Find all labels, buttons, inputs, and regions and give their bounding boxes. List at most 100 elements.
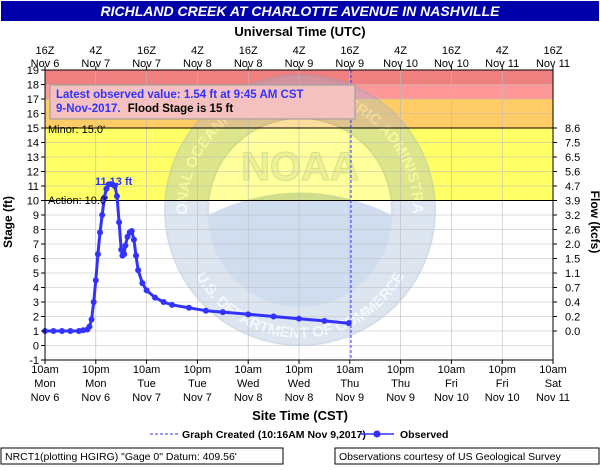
- bottom-tick-date: Nov 6: [31, 392, 60, 404]
- bottom-tick-date: Nov 9: [386, 392, 415, 404]
- y2-tick-label: 4.7: [565, 181, 580, 193]
- top-tick-time: 16Z: [544, 45, 563, 57]
- footer-left-text: NRCT1(plotting HGIRG) "Gage 0" Datum: 40…: [5, 451, 237, 463]
- legend-observed-label: Observed: [400, 429, 448, 441]
- bottom-tick-time: 10pm: [387, 364, 415, 376]
- y2-tick-label: 7.5: [565, 138, 580, 150]
- y-tick-label: 15: [27, 123, 39, 135]
- top-tick-time: 4Z: [191, 45, 204, 57]
- observed-point: [160, 299, 167, 305]
- y2-tick-label: 5.6: [565, 167, 580, 179]
- bottom-tick-weekday: Fri: [496, 378, 509, 390]
- bottom-tick-weekday: Mon: [85, 378, 106, 390]
- y-tick-label: 18: [27, 80, 39, 92]
- y-tick-label: 12: [27, 167, 39, 179]
- y-tick-label: 2: [33, 312, 39, 324]
- footer-right-text: Observations courtesy of US Geological S…: [339, 451, 562, 463]
- observed-point: [101, 194, 108, 201]
- y2-tick-label: 0.2: [565, 312, 580, 324]
- observed-point: [135, 267, 142, 274]
- chart-title: RICHLAND CREEK AT CHARLOTTE AVENUE IN NA…: [101, 3, 501, 19]
- observed-point: [130, 236, 137, 243]
- observed-point: [169, 301, 175, 308]
- latest-observed-line1: Latest observed value: 1.54 ft at 9:45 A…: [56, 89, 304, 101]
- observed-point: [88, 316, 95, 323]
- observed-point: [92, 277, 99, 284]
- bottom-tick-weekday: Thu: [340, 378, 359, 390]
- y-tick-label: 4: [33, 283, 39, 295]
- top-tick-time: 4Z: [89, 45, 102, 57]
- observed-point: [128, 227, 135, 234]
- observed-point: [118, 246, 125, 253]
- y2-tick-label: 6.5: [565, 152, 580, 164]
- y-tick-label: 1: [33, 326, 39, 338]
- bottom-tick-weekday: Wed: [237, 378, 259, 390]
- action-stage-label: Action: 10.0': [48, 195, 108, 207]
- top-tick-time: 16Z: [137, 45, 156, 57]
- watermark-seal-wave: [208, 192, 392, 307]
- observed-point: [99, 212, 106, 218]
- bottom-tick-weekday: Sat: [545, 378, 562, 390]
- observed-point: [94, 251, 101, 258]
- bottom-tick-time: 10pm: [488, 364, 516, 376]
- observed-point: [345, 320, 352, 327]
- observed-point: [121, 251, 128, 258]
- y2-tick-label: 1.1: [565, 268, 580, 280]
- observed-point: [321, 317, 328, 324]
- y2-tick-label: 2.6: [565, 225, 580, 237]
- bottom-tick-weekday: Thu: [391, 378, 410, 390]
- y2-tick-label: 1.5: [565, 254, 580, 266]
- latest-observed-flood: Flood Stage is 15 ft: [128, 103, 234, 115]
- bottom-tick-weekday: Mon: [34, 378, 55, 390]
- observed-point: [219, 309, 226, 316]
- top-tick-date: Nov 7: [81, 58, 110, 70]
- y-tick-label: 8: [33, 225, 39, 237]
- top-tick-date: Nov 11: [536, 58, 570, 70]
- y-tick-label: 13: [27, 152, 39, 164]
- bottom-tick-date: Nov 6: [81, 392, 110, 404]
- title-bar: [1, 1, 599, 21]
- top-tick-time: 4Z: [496, 45, 509, 57]
- top-tick-date: Nov 10: [434, 58, 469, 70]
- footer-right-box: [334, 447, 600, 465]
- bottom-tick-time: 10pm: [184, 364, 212, 376]
- top-tick-date: Nov 6: [31, 58, 60, 70]
- observed-point: [111, 183, 118, 189]
- y2-tick-label: 3.9: [565, 196, 580, 208]
- latest-observed-box: [49, 84, 356, 120]
- y-tick-label: 16: [27, 109, 39, 121]
- bottom-tick-time: 10am: [234, 364, 262, 376]
- top-tick-time: 16Z: [36, 45, 55, 57]
- y2-tick-label: 2.0: [565, 239, 580, 251]
- bottom-tick-time: 10am: [336, 364, 364, 376]
- top-axis-title: Universal Time (UTC): [234, 24, 365, 39]
- peak-label: 11.13 ft: [95, 176, 133, 188]
- y2-tick-label: 0.7: [565, 283, 580, 295]
- bottom-tick-time: 10am: [539, 364, 567, 376]
- observed-point: [67, 328, 74, 334]
- bottom-tick-weekday: Fri: [445, 378, 458, 390]
- top-tick-date: Nov 9: [285, 58, 314, 70]
- top-tick-time: 16Z: [340, 45, 359, 57]
- y2-tick-label: 3.2: [565, 210, 580, 222]
- y-tick-label: 11: [28, 181, 39, 193]
- bottom-tick-time: 10am: [438, 364, 466, 376]
- y-tick-label: -1: [29, 355, 39, 367]
- bottom-tick-weekday: Tue: [188, 378, 207, 390]
- observed-point: [86, 323, 93, 330]
- bottom-tick-date: Nov 11: [536, 392, 570, 404]
- observed-point: [152, 294, 159, 301]
- observed-point: [113, 193, 120, 200]
- y-tick-label: 17: [27, 94, 39, 106]
- observed-point: [245, 311, 252, 318]
- observed-point: [133, 252, 140, 259]
- bottom-tick-date: Nov 10: [485, 392, 520, 404]
- y-tick-label: 5: [33, 268, 39, 280]
- top-tick-date: Nov 10: [383, 58, 418, 70]
- y-tick-label: 14: [27, 138, 39, 150]
- y-tick-label: 9: [33, 210, 39, 222]
- top-tick-date: Nov 8: [183, 58, 212, 70]
- y2-tick-label: 0.4: [565, 297, 580, 309]
- bottom-tick-weekday: Tue: [137, 378, 156, 390]
- right-axis-title: Flow (kcfs): [588, 191, 600, 254]
